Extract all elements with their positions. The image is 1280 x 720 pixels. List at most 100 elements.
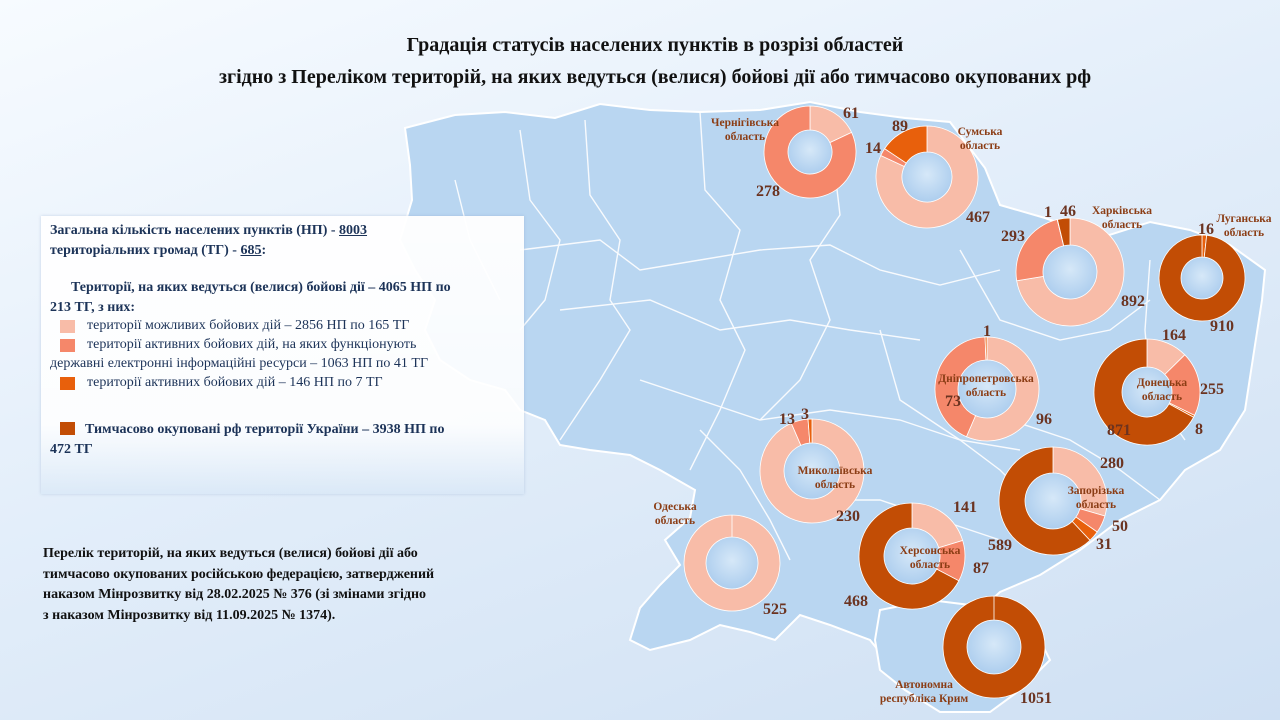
value-label-active-eresources: 73	[945, 393, 961, 410]
legend-occupied-line1: Тимчасово окуповані рф території України…	[85, 422, 445, 437]
donut-slice-occupied	[858, 502, 960, 610]
legend-item-active: території активних бойових дій – 146 НП …	[87, 375, 383, 390]
donut-9: Одеська область 525	[653, 501, 787, 618]
donut-hole	[1043, 245, 1097, 299]
value-label-active: 16	[1198, 221, 1214, 238]
value-label-occupied: 1051	[1020, 690, 1052, 707]
donut-slice-active-eresources	[763, 105, 857, 199]
donut-slice-occupied	[1093, 338, 1195, 446]
donut-slice-possible	[1016, 217, 1125, 327]
value-label-active-eresources: 87	[973, 560, 989, 577]
donut-hole	[1122, 367, 1172, 417]
legend-combat-line2: 213 ТГ, з них:	[50, 300, 136, 315]
legend-panel: Загальна кількість населених пунктів (НП…	[41, 216, 524, 494]
legend-colon: :	[261, 243, 267, 258]
donut-slice-possible	[759, 418, 865, 524]
legend-swatch-possible	[60, 320, 75, 333]
legend-total-line2: територіальних громад (ТГ) - 685:	[50, 243, 266, 259]
legend-swatch-occupied	[60, 422, 75, 435]
value-label-possible: 61	[843, 105, 859, 122]
chart-title-line1: Градація статусів населених пунктів в ро…	[406, 34, 904, 56]
donut-10: Херсонська область 141 87 468	[844, 499, 989, 610]
value-label-possible: 230	[836, 508, 860, 525]
value-label-occupied: 871	[1107, 422, 1131, 439]
value-label-possible: 141	[953, 499, 977, 516]
value-label-possible: 525	[763, 601, 787, 618]
donut-hole	[706, 537, 758, 589]
value-label-possible: 467	[966, 209, 990, 226]
donut-slice-possible	[1052, 446, 1108, 517]
legend-total-text: Загальна кількість населених пунктів (НП…	[50, 223, 340, 238]
donut-slice-active-eresources	[934, 336, 987, 438]
value-label-occupied: 589	[988, 537, 1012, 554]
value-label-possible: 96	[1036, 411, 1052, 428]
legend-total-tg: 685	[240, 243, 262, 258]
legend-combat-line1: Території, на яких ведуться (велися) бой…	[71, 280, 451, 295]
donut-hole	[784, 443, 840, 499]
value-label-active: 31	[1096, 536, 1112, 553]
footnote-line: тимчасово окупованих російською федераці…	[43, 566, 435, 582]
donut-7: Миколаївська область 230 13 3	[759, 406, 873, 525]
footnote-line: з наказом Мінрозвитку від 11.09.2025 № 1…	[43, 607, 336, 623]
source-footnote: Перелік територій, на яких ведуться (вел…	[43, 544, 503, 626]
region-label: Донецька область	[1137, 377, 1188, 403]
legend-total-np: 8003	[339, 223, 368, 238]
region-label: Луганська область	[1216, 213, 1271, 239]
donut-slice-possible	[965, 336, 1040, 442]
value-label-active: 3	[801, 406, 809, 423]
legend-occupied-line2: 472 ТГ	[50, 442, 93, 457]
value-label-possible: 164	[1162, 327, 1186, 344]
donut-slice-active	[884, 125, 928, 164]
legend-swatch-active-eresources	[60, 339, 75, 352]
donut-hole	[1181, 257, 1223, 299]
region-label: Чернігівська область	[711, 117, 779, 143]
value-label-possible: 280	[1100, 455, 1124, 472]
value-label-active: 8	[1195, 421, 1203, 438]
legend-item-active-eresources-2: державні електронні інформаційні ресурси…	[50, 356, 429, 371]
value-label-active-eresources: 14	[865, 140, 881, 157]
footnote-line: Перелік територій, на яких ведуться (вел…	[43, 546, 418, 561]
donut-slice-possible	[875, 125, 979, 229]
donut-hole	[884, 528, 940, 584]
donut-slice-active	[807, 418, 813, 444]
donut-1: Чернігівська область 61 278	[711, 105, 859, 200]
value-label-active-eresources: 278	[756, 183, 780, 200]
donut-hole	[1025, 473, 1081, 529]
donut-charts: Чернігівська область 61 278 Сумська область 46…	[653, 105, 1271, 707]
legend-item-active-eresources-1: території активних бойових дій, на яких …	[87, 337, 417, 352]
donut-hole	[788, 130, 832, 174]
donut-slice-occupied	[1158, 234, 1246, 322]
donut-slice-active	[984, 336, 988, 361]
donut-2: Сумська область 467 14 89	[865, 118, 1003, 229]
legend-swatch-active	[60, 377, 75, 390]
value-label-active-eresources: 255	[1200, 381, 1224, 398]
region-label: Запорізька область	[1068, 485, 1125, 511]
legend-total-line1: Загальна кількість населених пунктів (НП…	[50, 223, 367, 239]
donut-slice-occupied	[998, 446, 1091, 556]
region-label: Сумська область	[958, 126, 1003, 152]
region-label: Херсонська область	[900, 545, 961, 571]
value-label-occupied: 468	[844, 593, 868, 610]
donut-slice-occupied	[1056, 217, 1071, 247]
region-label: Харківська область	[1092, 205, 1152, 231]
value-label-occupied: 46	[1060, 203, 1076, 220]
donut-3: Харківська область 892 293 1 46	[1001, 203, 1152, 327]
region-label: Автономна республіка Крим	[880, 679, 969, 705]
donut-hole	[902, 152, 952, 202]
donut-hole	[967, 620, 1021, 674]
donut-6: Донецька область 164 255 8 871	[1093, 327, 1224, 446]
chart-title-line2: згідно з Переліком територій, на яких ве…	[218, 66, 1092, 88]
value-label-active-eresources: 293	[1001, 228, 1025, 245]
value-label-occupied: 910	[1210, 318, 1234, 335]
value-label-possible: 892	[1121, 293, 1145, 310]
value-label-active: 89	[892, 118, 908, 135]
footnote-line: наказом Мінрозвитку від 28.02.2025 № 376…	[43, 587, 427, 602]
value-label-active-eresources: 50	[1112, 518, 1128, 535]
region-label: Одеська область	[653, 501, 696, 527]
value-label-active-eresources: 13	[779, 411, 795, 428]
region-label: Миколаївська область	[798, 465, 873, 491]
